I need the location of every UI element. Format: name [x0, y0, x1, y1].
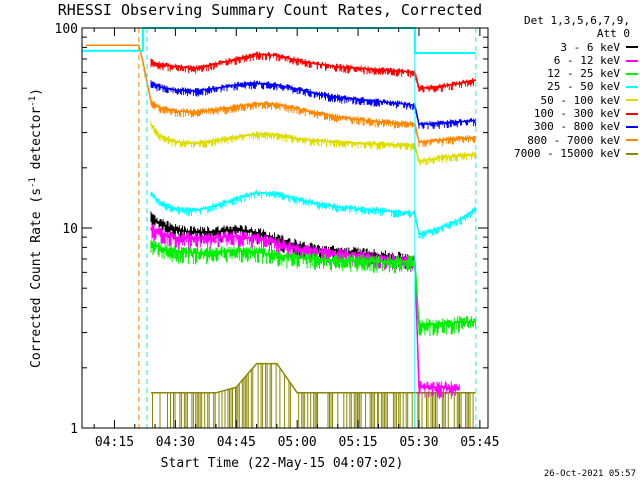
- legend-swatch-3: [626, 86, 638, 89]
- x-tick-label-0: 04:15: [95, 435, 134, 450]
- y-tick-label-2: 100: [55, 22, 78, 37]
- legend-entry-3: 25 - 50 keV: [488, 80, 638, 93]
- legend-entry-4: 50 - 100 keV: [488, 94, 638, 107]
- series-noise-3: [150, 189, 477, 239]
- series-noise-4: [150, 121, 477, 166]
- series-8: [151, 362, 476, 428]
- chart-title: RHESSI Observing Summary Count Rates, Co…: [58, 1, 482, 19]
- x-tick-label-4: 05:15: [339, 435, 378, 450]
- legend-label-5: 100 - 300 keV: [533, 107, 620, 121]
- attenuator-line: [82, 27, 476, 54]
- legend-swatch-1: [626, 59, 638, 62]
- legend-label-6: 300 - 800 keV: [533, 120, 620, 134]
- legend-entry-6: 300 - 800 keV: [488, 120, 638, 133]
- series-line-5: [150, 53, 476, 90]
- axis-layer: 04:15 04:30 04:45 05:00 05:15 05:30 05:45 1 10 10…: [55, 22, 500, 450]
- y-axis-label-end: ): [29, 88, 44, 96]
- series-bars-8: [152, 363, 474, 428]
- legend-label-2: 12 - 25 keV: [547, 67, 620, 81]
- legend-entry-1: 6 - 12 keV: [488, 54, 638, 67]
- series-4: [150, 121, 477, 166]
- legend-label-8: 7000 - 15000 keV: [514, 146, 620, 160]
- series-noise-5: [150, 51, 477, 93]
- legend-label-4: 50 - 100 keV: [540, 93, 620, 107]
- y-axis-label-main: Corrected Count Rate (s: [29, 188, 44, 368]
- x-tick-label-2: 04:45: [217, 435, 256, 450]
- series-6: [150, 80, 477, 130]
- legend-swatch-6: [626, 126, 638, 129]
- legend-entry-2: 12 - 25 keV: [488, 67, 638, 80]
- legend-swatch-8: [626, 152, 638, 155]
- x-tick-label-1: 04:30: [156, 435, 195, 450]
- y-tick-label-1: 10: [62, 222, 78, 237]
- legend-header-1: Att 0: [596, 27, 630, 41]
- legend-swatch-4: [626, 99, 638, 102]
- series-line-8: [151, 362, 476, 394]
- legend-entry-5: 100 - 300 keV: [488, 107, 638, 120]
- legend-swatch-5: [626, 112, 638, 115]
- footer-timestamp: 26-Oct-2021 05:57: [544, 469, 636, 479]
- legend-swatch-2: [626, 72, 638, 75]
- series-noise-2: [150, 240, 477, 337]
- x-axis-label: Start Time (22-May-15 04:07:02): [161, 456, 404, 471]
- y-tick-label-0: 1: [70, 422, 78, 437]
- series-noise-7: [142, 59, 477, 148]
- legend-swatch-0: [626, 46, 638, 49]
- x-tick-label-6: 05:45: [460, 435, 499, 450]
- legend-entry-0: 3 - 6 keV: [488, 41, 638, 54]
- legend-label-0: 3 - 6 keV: [560, 40, 620, 54]
- legend-label-7: 800 - 7000 keV: [527, 133, 620, 147]
- x-tick-label-3: 05:00: [278, 435, 317, 450]
- series-7: [86, 44, 477, 148]
- y-axis-label-sup2: -1: [28, 96, 38, 107]
- legend-swatch-7: [626, 139, 638, 142]
- legend-label-1: 6 - 12 keV: [553, 53, 620, 67]
- series-layer: [86, 44, 477, 428]
- legend-entry-7: 800 - 7000 keV: [488, 134, 638, 147]
- legend-entry-8: 7000 - 15000 keV: [488, 147, 638, 160]
- series-line-7: [86, 44, 476, 143]
- series-3: [150, 189, 477, 239]
- series-2: [150, 240, 477, 337]
- series-noise-6: [150, 80, 477, 130]
- marker-layer: [82, 27, 477, 428]
- y-axis-label: Corrected Count Rate (s-1 detector-1): [28, 88, 44, 368]
- x-tick-label-5: 05:30: [399, 435, 438, 450]
- legend-header-0: Det 1,3,5,6,7,9,: [524, 14, 630, 27]
- legend-label-3: 25 - 50 keV: [547, 80, 620, 94]
- series-line-3: [150, 192, 477, 236]
- y-axis-label-mid: detector: [29, 107, 44, 178]
- series-5: [150, 51, 477, 93]
- y-axis-label-sup1: -1: [28, 177, 38, 188]
